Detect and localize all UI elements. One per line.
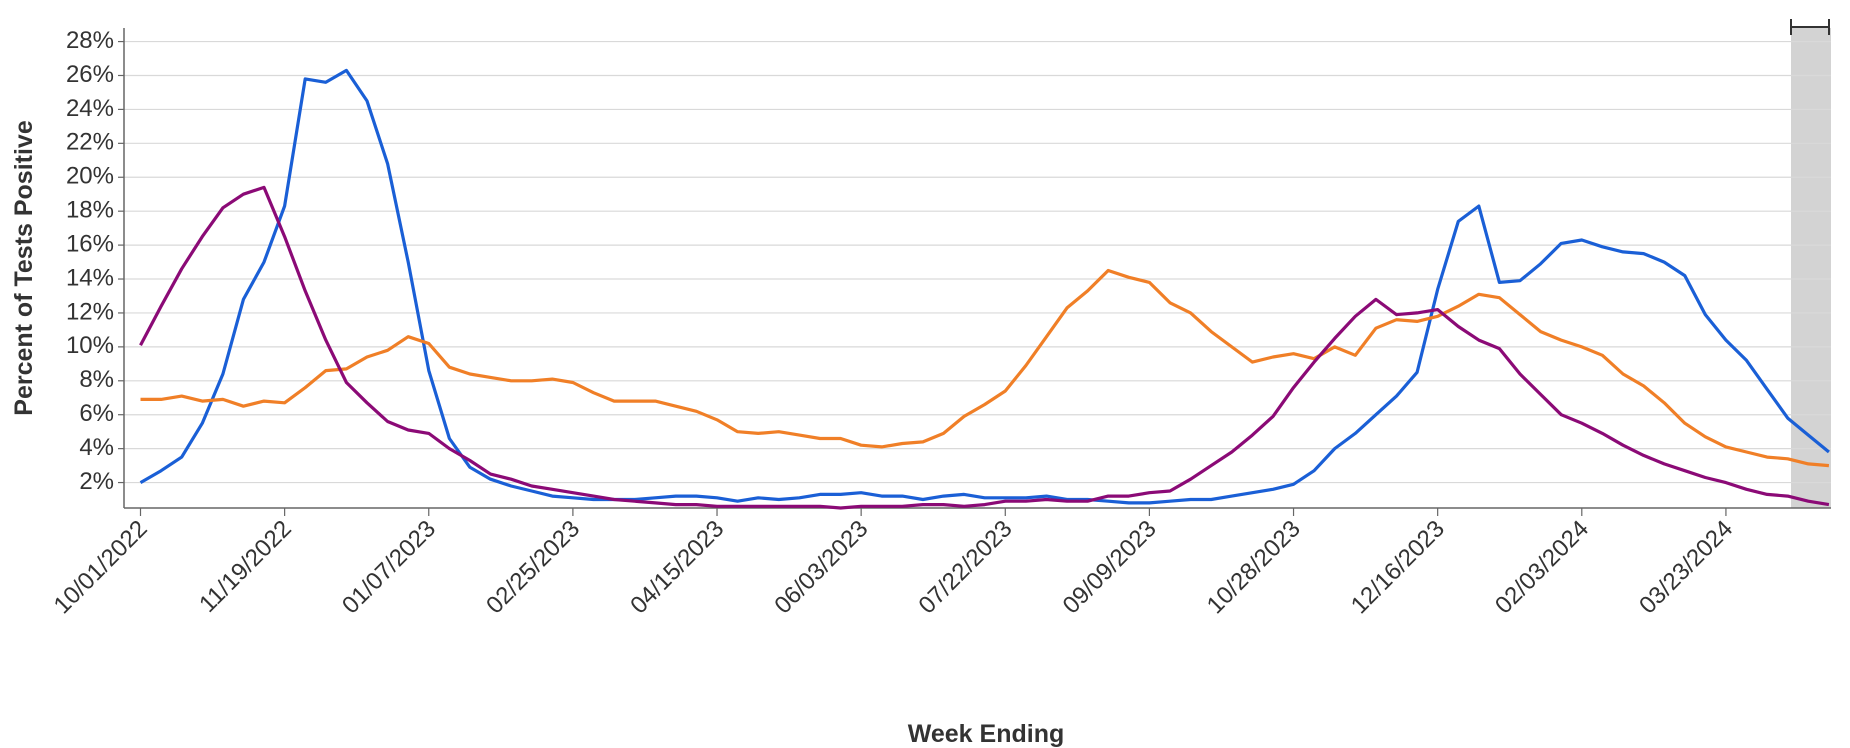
y-tick-label: 22%: [66, 129, 114, 156]
x-tick-label: 09/09/2023: [1058, 515, 1162, 619]
x-tick-label: 10/01/2022: [49, 515, 153, 619]
x-tick-label: 10/28/2023: [1202, 515, 1306, 619]
series-line: [140, 268, 1830, 468]
x-tick-label: 07/22/2023: [913, 515, 1017, 619]
y-tick-label: 20%: [66, 163, 114, 190]
series-line: [139, 185, 1830, 510]
y-tick-label: 28%: [66, 27, 114, 54]
series-line: [139, 68, 1830, 505]
lines: [139, 68, 1830, 510]
y-tick-label: 2%: [79, 468, 114, 495]
x-tick-label: 12/16/2023: [1346, 515, 1450, 619]
x-tick-label: 02/25/2023: [481, 515, 585, 619]
y-tick-label: 26%: [66, 61, 114, 88]
y-tick-label: 14%: [66, 264, 114, 291]
x-tick-label: 01/07/2023: [337, 515, 441, 619]
x-tick-label: 03/23/2024: [1634, 515, 1738, 619]
x-tick-label: 02/03/2024: [1490, 515, 1594, 619]
y-tick-label: 16%: [66, 230, 114, 257]
x-tick-label: 04/15/2023: [625, 515, 729, 619]
y-axis-title: Percent of Tests Positive: [10, 120, 38, 416]
grid: [118, 40, 1831, 516]
y-tick-label: 18%: [66, 197, 114, 224]
y-tick-label: 4%: [79, 434, 114, 461]
y-tick-label: 12%: [66, 298, 114, 325]
y-tick-label: 8%: [79, 366, 114, 393]
y-tick-label: 24%: [66, 95, 114, 122]
y-tick-label: 6%: [79, 400, 114, 427]
y-tick-label: 10%: [66, 332, 114, 359]
x-tick-label: 06/03/2023: [769, 515, 873, 619]
incomplete-data-bracket: [1790, 19, 1830, 35]
x-tick-label: 11/19/2022: [194, 515, 297, 618]
x-axis-title: Week Ending: [908, 720, 1065, 748]
